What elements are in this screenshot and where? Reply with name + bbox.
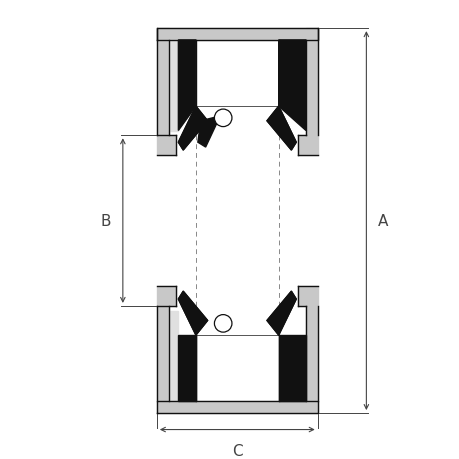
Polygon shape — [197, 117, 220, 148]
Polygon shape — [157, 29, 317, 41]
Polygon shape — [157, 136, 176, 156]
Text: A: A — [377, 213, 387, 229]
Text: C: C — [231, 443, 242, 458]
Text: B: B — [101, 213, 111, 229]
Polygon shape — [168, 41, 178, 131]
Polygon shape — [178, 291, 207, 336]
Polygon shape — [305, 306, 317, 402]
Polygon shape — [278, 336, 305, 402]
Polygon shape — [297, 287, 317, 306]
Polygon shape — [178, 107, 207, 151]
Polygon shape — [266, 291, 296, 336]
Polygon shape — [297, 136, 317, 156]
Polygon shape — [168, 311, 178, 402]
Polygon shape — [178, 336, 196, 402]
Polygon shape — [157, 402, 317, 413]
Polygon shape — [305, 29, 317, 136]
Polygon shape — [157, 29, 168, 136]
Polygon shape — [178, 41, 196, 131]
Polygon shape — [266, 107, 296, 151]
Circle shape — [214, 315, 231, 332]
Polygon shape — [278, 41, 305, 131]
Polygon shape — [157, 306, 168, 402]
Polygon shape — [157, 287, 176, 306]
Circle shape — [214, 110, 231, 127]
